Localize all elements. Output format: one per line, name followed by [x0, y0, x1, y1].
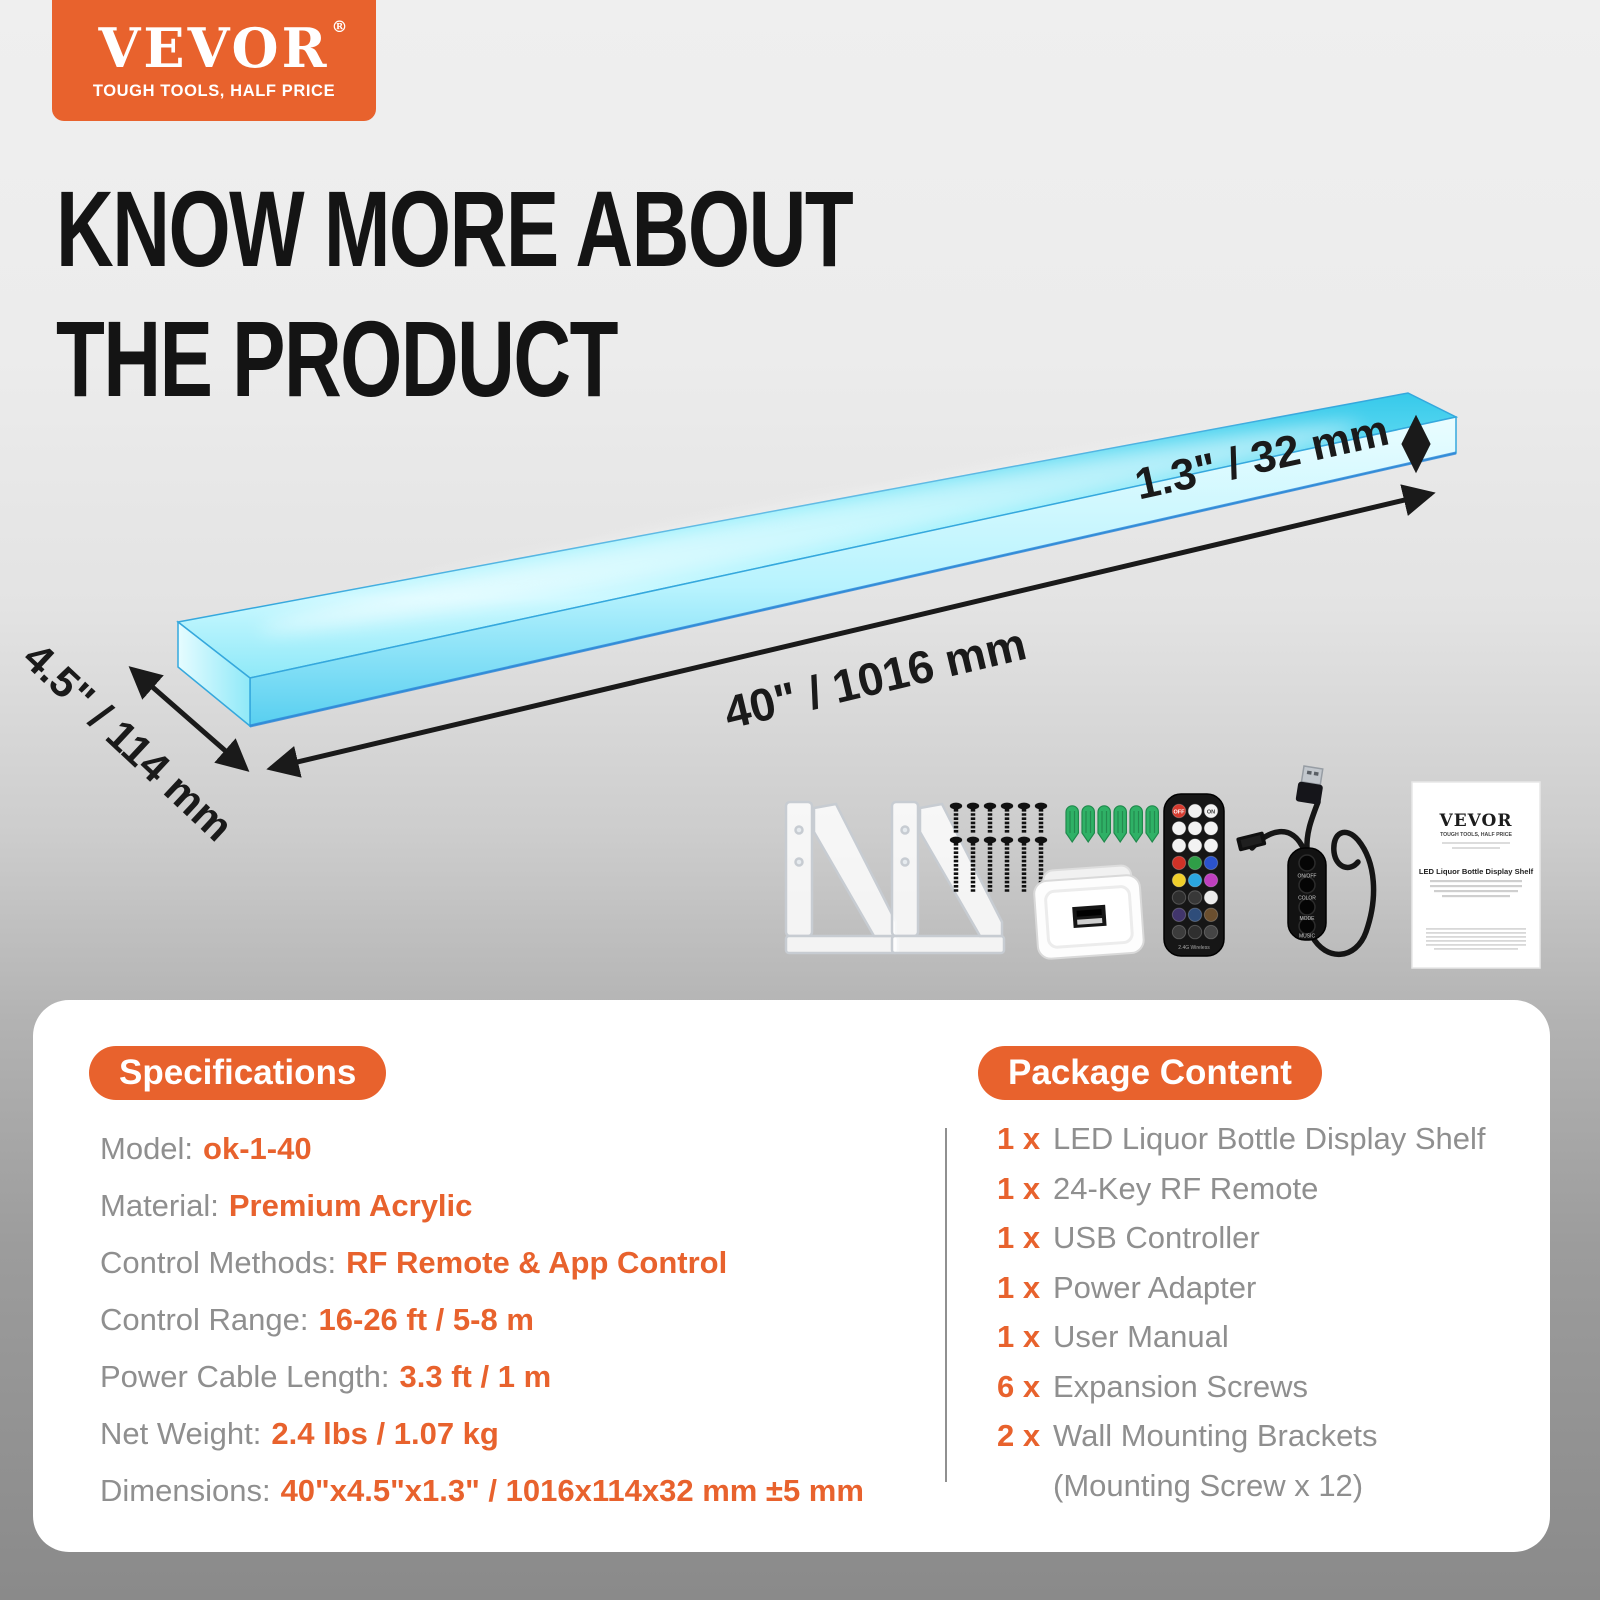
- spec-label: Dimensions:: [100, 1473, 271, 1508]
- pin-connector: [1236, 831, 1267, 852]
- spec-label: Control Range:: [100, 1302, 309, 1337]
- package-item: 1 x User Manual: [997, 1312, 1486, 1362]
- item-quantity: 1 x: [997, 1220, 1041, 1255]
- package-item: 6 x Expansion Screws: [997, 1362, 1486, 1412]
- spec-label: Net Weight:: [100, 1416, 262, 1451]
- item-name: Expansion Screws: [1053, 1368, 1309, 1404]
- package-content-header: Package Content: [1008, 1053, 1292, 1092]
- wall-bracket-icon: [784, 800, 900, 955]
- item-quantity: 1 x: [997, 1269, 1041, 1305]
- spec-label: Material:: [100, 1188, 219, 1223]
- spec-row-material: Material: Premium Acrylic: [100, 1177, 864, 1234]
- accessories-group: OFF ON 2.4G Wireless: [784, 765, 1541, 969]
- spec-row-power-cable-length: Power Cable Length: 3.3 ft / 1 m: [100, 1348, 864, 1405]
- rf-remote-icon: OFF ON 2.4G Wireless: [1163, 793, 1225, 957]
- controller-onoff-label: ON/OFF: [1298, 874, 1317, 880]
- controller-body: [1287, 847, 1327, 941]
- spec-label: Power Cable Length:: [100, 1359, 390, 1394]
- manual-title: LED Liquor Bottle Display Shelf: [1419, 867, 1534, 876]
- package-item: 2 x Wall Mounting Brackets: [997, 1411, 1486, 1461]
- wall-anchors-icon: [1065, 805, 1159, 844]
- remote-on-button-label: ON: [1207, 810, 1215, 816]
- package-content-header-badge: Package Content: [978, 1046, 1322, 1100]
- item-quantity: 2 x: [997, 1418, 1041, 1453]
- page-title: KNOW MORE ABOUT THE PRODUCT: [56, 164, 1132, 424]
- remote-off-button-label: OFF: [1174, 810, 1186, 816]
- spec-label: Control Methods:: [100, 1245, 337, 1280]
- item-name: LED Liquor Bottle Display Shelf: [1053, 1121, 1486, 1156]
- specifications-list: Model: ok-1-40 Material: Premium Acrylic C…: [100, 1120, 864, 1519]
- package-item: 1 x LED Liquor Bottle Display Shelf: [997, 1114, 1486, 1164]
- item-quantity: 6 x: [997, 1368, 1041, 1404]
- spec-row-control-methods: Control Methods: RF Remote & App Control: [100, 1234, 864, 1291]
- manual-brand: VEVOR: [1439, 811, 1513, 831]
- spec-value: RF Remote & App Control: [346, 1245, 728, 1280]
- vevor-logo: VEVOR ® TOUGH TOOLS, HALF PRICE: [52, 0, 376, 121]
- package-content-list: 1 x LED Liquor Bottle Display Shelf 1 x 24…: [997, 1114, 1486, 1510]
- item-name: USB Controller: [1053, 1220, 1260, 1255]
- power-adapter-icon: [1033, 864, 1145, 960]
- wall-bracket-icon: [890, 800, 1006, 955]
- spec-value: 16-26 ft / 5-8 m: [318, 1302, 534, 1337]
- remote-buttons: [1171, 803, 1219, 940]
- spec-label: Model:: [100, 1131, 194, 1166]
- shelf-glow-highlight: [259, 423, 1361, 633]
- vevor-logo-tagline: TOUGH TOOLS, HALF PRICE: [92, 81, 336, 100]
- spec-row-net-weight: Net Weight: 2.4 lbs / 1.07 kg: [100, 1405, 864, 1462]
- headline-line-1: KNOW MORE ABOUT: [56, 168, 854, 289]
- item-quantity: [997, 1461, 1053, 1511]
- controller-music-label: MUSIC: [1299, 934, 1316, 940]
- item-name: 24-Key RF Remote: [1053, 1170, 1319, 1206]
- manual-tagline: TOUGH TOOLS, HALF PRICE: [1440, 832, 1512, 838]
- specifications-header-badge: Specifications: [89, 1046, 387, 1100]
- item-name: Wall Mounting Brackets: [1053, 1418, 1378, 1453]
- package-item: 1 x USB Controller: [997, 1213, 1486, 1263]
- package-item: 1 x Power Adapter: [997, 1263, 1486, 1313]
- item-quantity: 1 x: [997, 1121, 1041, 1156]
- expansion-screws-icon: [949, 802, 1048, 892]
- spec-row-model: Model: ok-1-40: [100, 1120, 864, 1177]
- specifications-header: Specifications: [119, 1053, 357, 1092]
- spec-value: 2.4 lbs / 1.07 kg: [271, 1416, 499, 1451]
- info-panel: Specifications Package Content Model: ok-…: [33, 1000, 1550, 1552]
- spec-value: Premium Acrylic: [228, 1188, 473, 1223]
- column-divider: [945, 1128, 947, 1482]
- spec-value: ok-1-40: [203, 1131, 312, 1166]
- item-name: (Mounting Screw x 12): [1053, 1467, 1364, 1503]
- item-quantity: 1 x: [997, 1170, 1041, 1206]
- controller-color-label: COLOR: [1298, 896, 1316, 902]
- controller-mode-label: MODE: [1300, 916, 1316, 922]
- depth-arrow: [128, 666, 250, 772]
- usb-controller-icon: ON/OFF COLOR MODE MUSIC: [1236, 765, 1377, 957]
- item-name: Power Adapter: [1053, 1269, 1257, 1305]
- spec-value: 40"x4.5"x1.3" / 1016x114x32 mm ±5 mm: [280, 1473, 864, 1508]
- package-item: 1 x 24-Key RF Remote: [997, 1164, 1486, 1214]
- vevor-logo-text: VEVOR ®: [98, 15, 351, 80]
- item-quantity: 1 x: [997, 1319, 1041, 1354]
- user-manual-icon: VEVOR TOUGH TOOLS, HALF PRICE LED Liquor…: [1411, 781, 1541, 969]
- item-name: User Manual: [1053, 1319, 1229, 1354]
- package-item-note: (Mounting Screw x 12): [997, 1461, 1486, 1511]
- length-arrow: [266, 484, 1436, 778]
- length-dimension-label: 40" / 1016 mm: [719, 617, 1031, 739]
- headline-line-2: THE PRODUCT: [56, 298, 618, 419]
- spec-value: 3.3 ft / 1 m: [399, 1359, 552, 1394]
- spec-row-dimensions: Dimensions: 40"x4.5"x1.3" / 1016x114x32 m…: [100, 1462, 864, 1519]
- spec-row-control-range: Control Range: 16-26 ft / 5-8 m: [100, 1291, 864, 1348]
- usb-plug: [1295, 765, 1324, 805]
- registered-mark: ®: [331, 16, 351, 36]
- remote-bottom-label: 2.4G Wireless: [1178, 945, 1210, 951]
